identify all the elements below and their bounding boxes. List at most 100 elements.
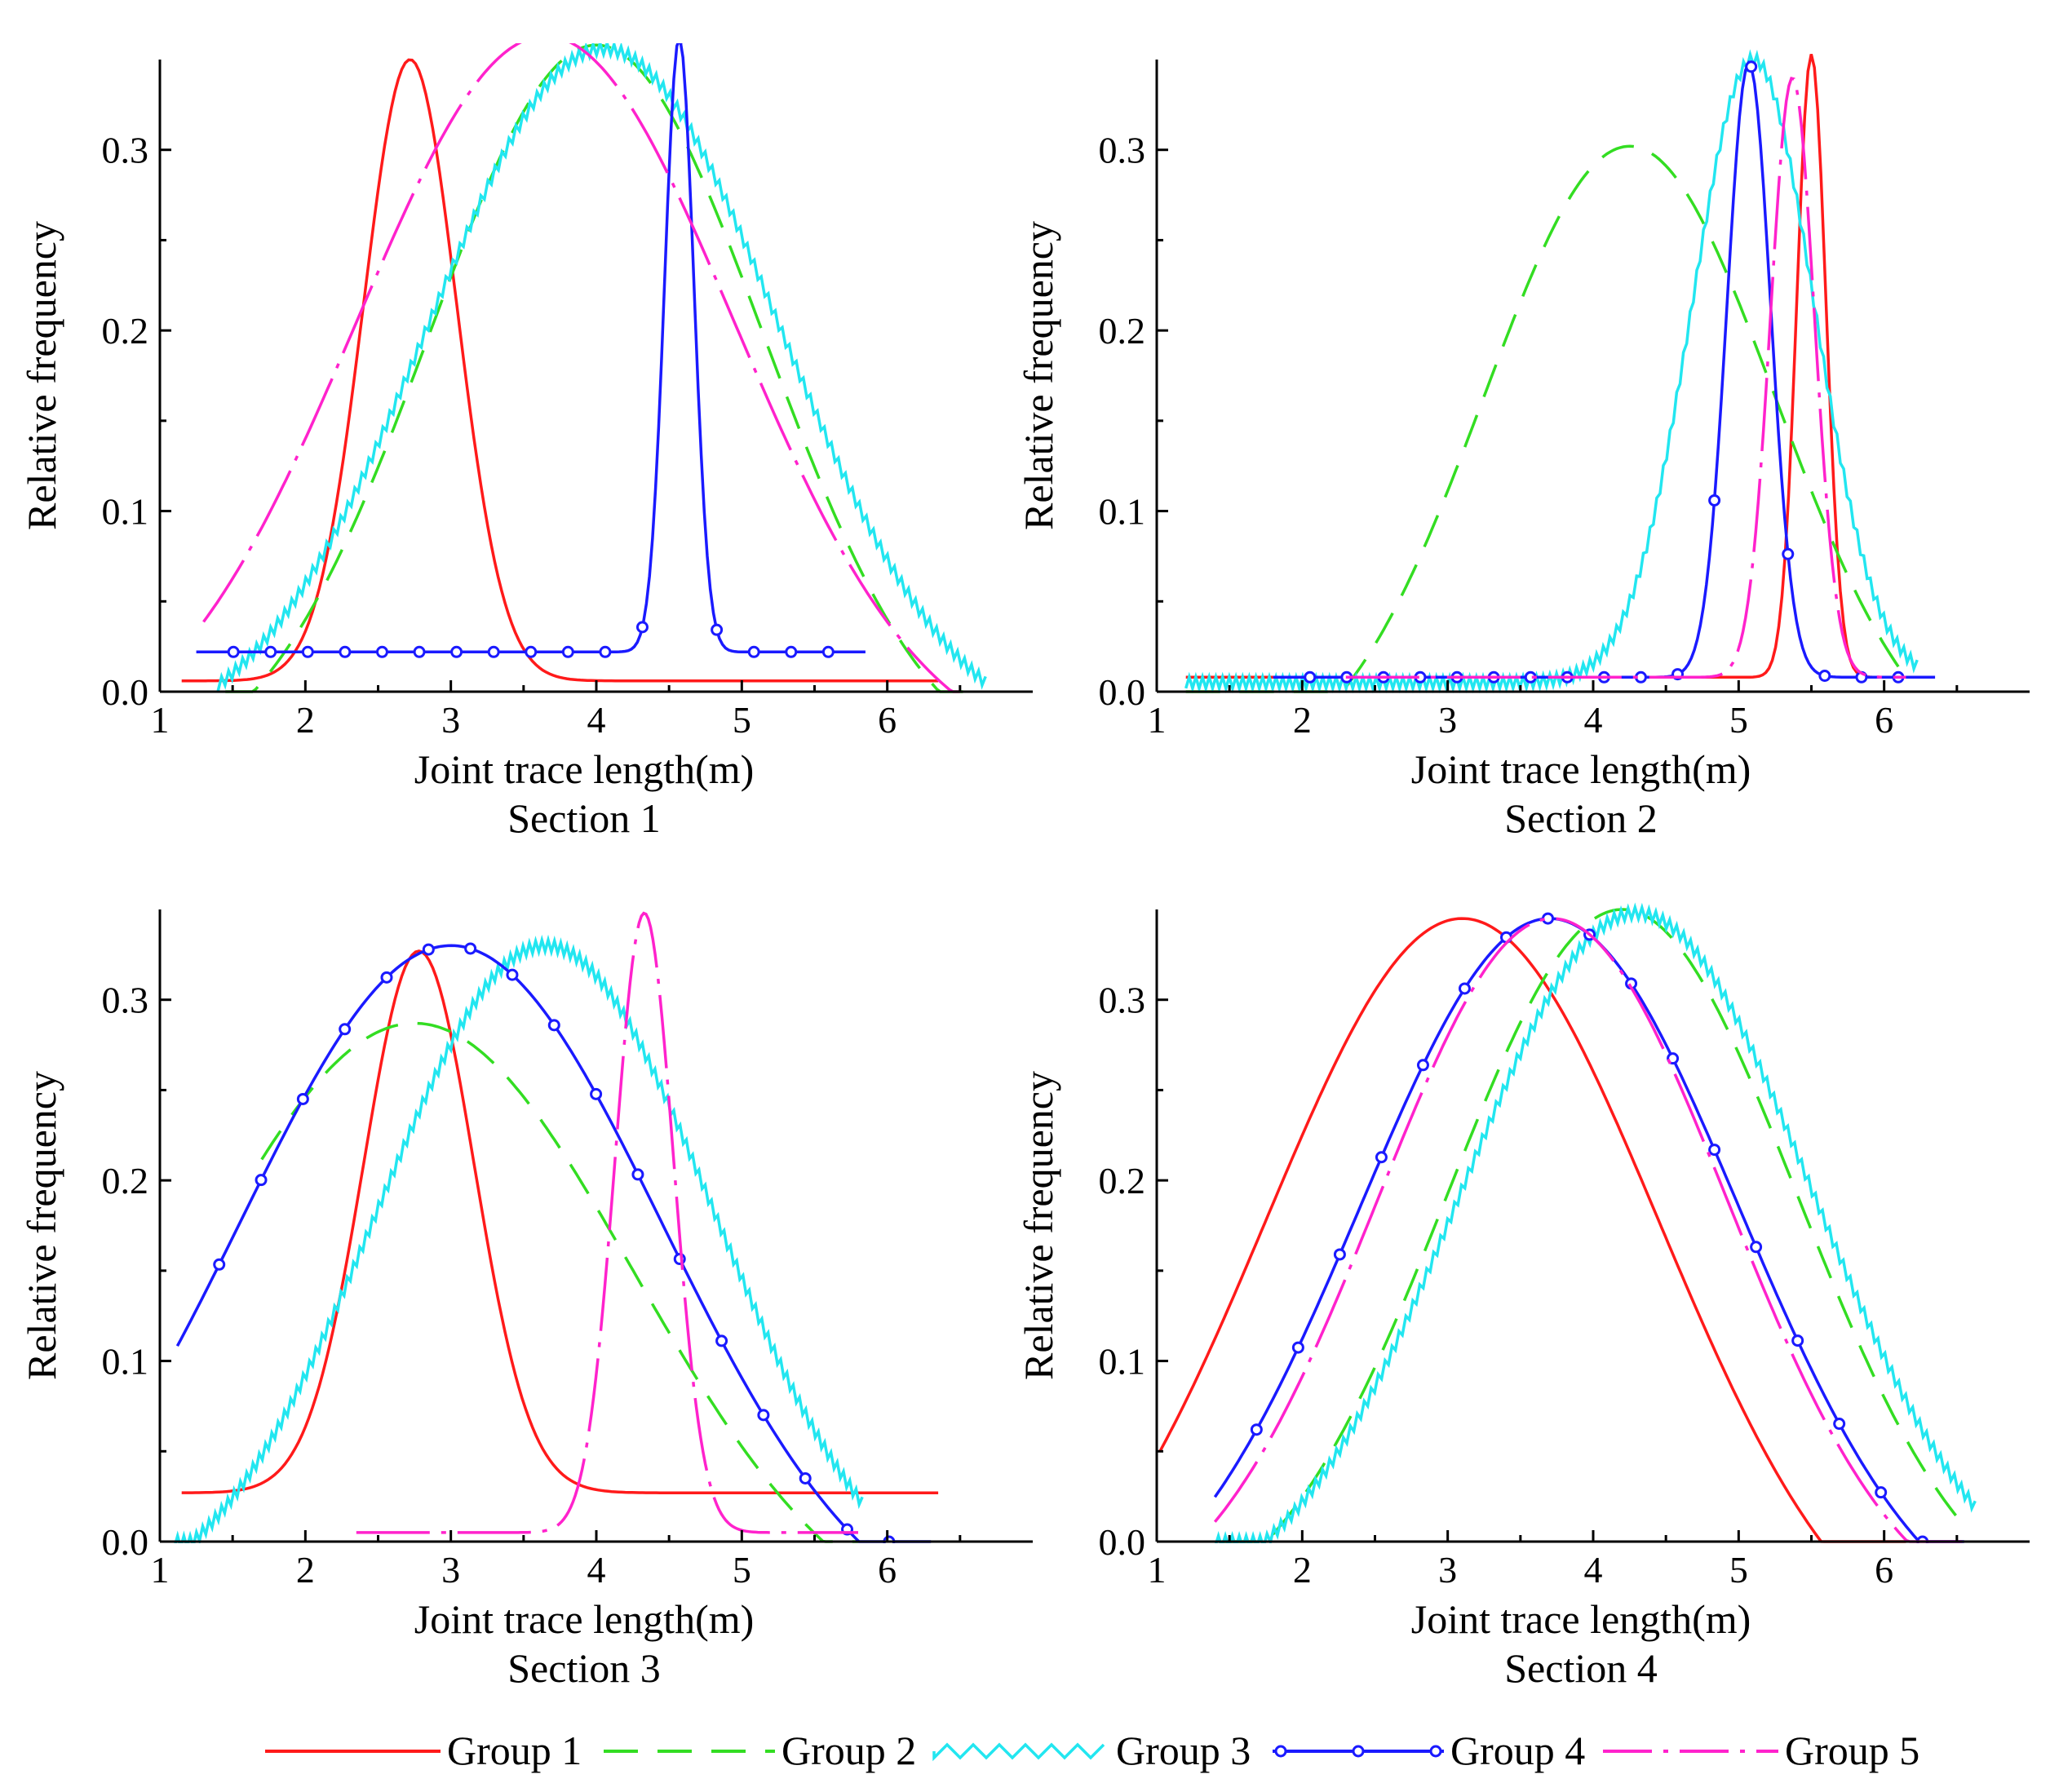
y-tick-label: 0.2 bbox=[1099, 1160, 1146, 1201]
series-line-group-3 bbox=[1215, 902, 1977, 1543]
series-point-group-4 bbox=[785, 645, 798, 658]
legend-label-group-5: Group 5 bbox=[1785, 1728, 1919, 1773]
series-point-group-4 bbox=[1875, 1486, 1888, 1499]
y-tick-label: 0.1 bbox=[1099, 491, 1146, 533]
series-line-group-3 bbox=[174, 934, 864, 1543]
y-tick-label: 0.0 bbox=[102, 1521, 149, 1563]
series-point-group-4 bbox=[547, 1019, 560, 1032]
chart-panel-1: 1 2 3 4 5 6 0.0 0.1 0.2 0.3 Joint trace length(m)S… bbox=[19, 43, 1033, 841]
series-point-group-4 bbox=[711, 623, 724, 636]
series-point-group-4 bbox=[339, 1023, 352, 1036]
legend-swatch-group-3 bbox=[932, 1742, 1105, 1762]
series-point-group-4 bbox=[301, 645, 314, 658]
x-tick-label: 6 bbox=[878, 699, 897, 741]
x-tick-label: 2 bbox=[1293, 699, 1312, 741]
y-axis-title: Relative frequency bbox=[1016, 1071, 1061, 1380]
plot-area bbox=[1184, 49, 1936, 693]
series-line-group-2 bbox=[1222, 908, 1966, 1543]
series-point-group-4 bbox=[1745, 60, 1758, 73]
x-tick-label: 6 bbox=[1875, 699, 1893, 741]
plot-area bbox=[1158, 902, 1977, 1543]
y-tick-label: 0.1 bbox=[1099, 1341, 1146, 1383]
series-line-group-5 bbox=[202, 43, 960, 693]
y-tick-label: 0.2 bbox=[1099, 310, 1146, 352]
x-tick-label: 4 bbox=[1584, 699, 1603, 741]
series-point-group-4 bbox=[255, 1174, 268, 1187]
series-point-group-4 bbox=[599, 645, 612, 658]
series-line-group-4 bbox=[1213, 917, 1964, 1543]
x-tick-label: 4 bbox=[587, 699, 606, 741]
legend-label-group-3: Group 3 bbox=[1116, 1728, 1251, 1773]
series-point-group-4 bbox=[506, 968, 519, 981]
panel-caption: Section 1 bbox=[507, 795, 660, 841]
series-point-group-4 bbox=[1782, 547, 1795, 560]
legend-marker-group-4 bbox=[1274, 1745, 1287, 1758]
x-axis-title: Joint trace length(m) bbox=[414, 1596, 755, 1642]
legend-label-group-4: Group 4 bbox=[1450, 1728, 1585, 1773]
plot-area bbox=[181, 43, 987, 693]
series-point-group-4 bbox=[450, 645, 463, 658]
series-line-group-1 bbox=[1158, 917, 1906, 1543]
series-line-group-4 bbox=[196, 43, 866, 654]
series-line-group-5 bbox=[1213, 917, 1964, 1543]
chart-panel-3: 1 2 3 4 5 6 0.0 0.1 0.2 0.3 Joint trace length(m)S… bbox=[19, 909, 1033, 1691]
chart-panel-4: 1 2 3 4 5 6 0.0 0.1 0.2 0.3 Joint trace length(m)S… bbox=[1016, 902, 2030, 1691]
series-point-group-4 bbox=[413, 645, 426, 658]
y-tick-label: 0.3 bbox=[102, 130, 149, 171]
series-point-group-4 bbox=[821, 645, 835, 658]
series-point-group-4 bbox=[375, 645, 388, 658]
y-tick-label: 0.0 bbox=[102, 671, 149, 713]
series-point-group-4 bbox=[1708, 493, 1721, 507]
series-point-group-4 bbox=[747, 645, 760, 658]
x-tick-label: 6 bbox=[878, 1549, 897, 1591]
series-point-group-4 bbox=[525, 645, 538, 658]
series-point-group-4 bbox=[676, 43, 683, 45]
x-tick-label: 3 bbox=[1438, 699, 1457, 741]
y-axis-title: Relative frequency bbox=[1016, 221, 1061, 530]
y-tick-label: 0.0 bbox=[1099, 671, 1146, 713]
y-tick-label: 0.2 bbox=[102, 310, 149, 352]
x-tick-label: 1 bbox=[1148, 1549, 1167, 1591]
y-tick-label: 0.3 bbox=[1099, 130, 1146, 171]
x-tick-label: 5 bbox=[1729, 1549, 1748, 1591]
series-point-group-4 bbox=[264, 645, 277, 658]
x-tick-label: 5 bbox=[1729, 699, 1748, 741]
y-tick-label: 0.1 bbox=[102, 491, 149, 533]
series-point-group-4 bbox=[590, 1087, 603, 1100]
chart-panel-2: 1 2 3 4 5 6 0.0 0.1 0.2 0.3 Joint trace length(m)S… bbox=[1016, 49, 2030, 841]
legend-label-group-2: Group 2 bbox=[781, 1728, 916, 1773]
x-tick-label: 6 bbox=[1875, 1549, 1893, 1591]
series-point-group-4 bbox=[757, 1409, 770, 1422]
x-tick-label: 1 bbox=[151, 699, 170, 741]
series-point-group-4 bbox=[487, 645, 500, 658]
series-point-group-4 bbox=[213, 1258, 226, 1271]
panel-caption: Section 2 bbox=[1504, 795, 1657, 841]
series-point-group-4 bbox=[1708, 1144, 1721, 1157]
series-point-group-4 bbox=[296, 1092, 309, 1105]
series-line-group-4 bbox=[175, 944, 932, 1543]
series-point-group-4 bbox=[1750, 1241, 1763, 1254]
series-line-group-5 bbox=[356, 911, 858, 1534]
series-line-group-3 bbox=[216, 43, 987, 692]
x-tick-label: 5 bbox=[733, 1549, 751, 1591]
x-tick-label: 3 bbox=[1438, 1549, 1457, 1591]
plot-area bbox=[174, 911, 939, 1543]
series-line-group-1 bbox=[181, 949, 939, 1494]
series-line-group-1 bbox=[181, 58, 939, 683]
legend-marker-group-4 bbox=[1429, 1745, 1442, 1758]
series-line-group-2 bbox=[225, 43, 967, 693]
series-point-group-4 bbox=[339, 645, 352, 658]
panel-caption: Section 3 bbox=[507, 1645, 660, 1691]
series-point-group-4 bbox=[1818, 670, 1831, 683]
x-tick-label: 2 bbox=[1293, 1549, 1312, 1591]
y-axis-title: Relative frequency bbox=[19, 1071, 64, 1380]
x-axis-title: Joint trace length(m) bbox=[1411, 746, 1751, 792]
x-tick-label: 2 bbox=[296, 699, 315, 741]
series-point-group-4 bbox=[1304, 670, 1317, 684]
series-point-group-4 bbox=[464, 942, 477, 955]
series-point-group-4 bbox=[1416, 1059, 1429, 1072]
legend-label-group-1: Group 1 bbox=[447, 1728, 582, 1773]
series-point-group-4 bbox=[561, 645, 574, 658]
series-point-group-4 bbox=[715, 1334, 728, 1347]
